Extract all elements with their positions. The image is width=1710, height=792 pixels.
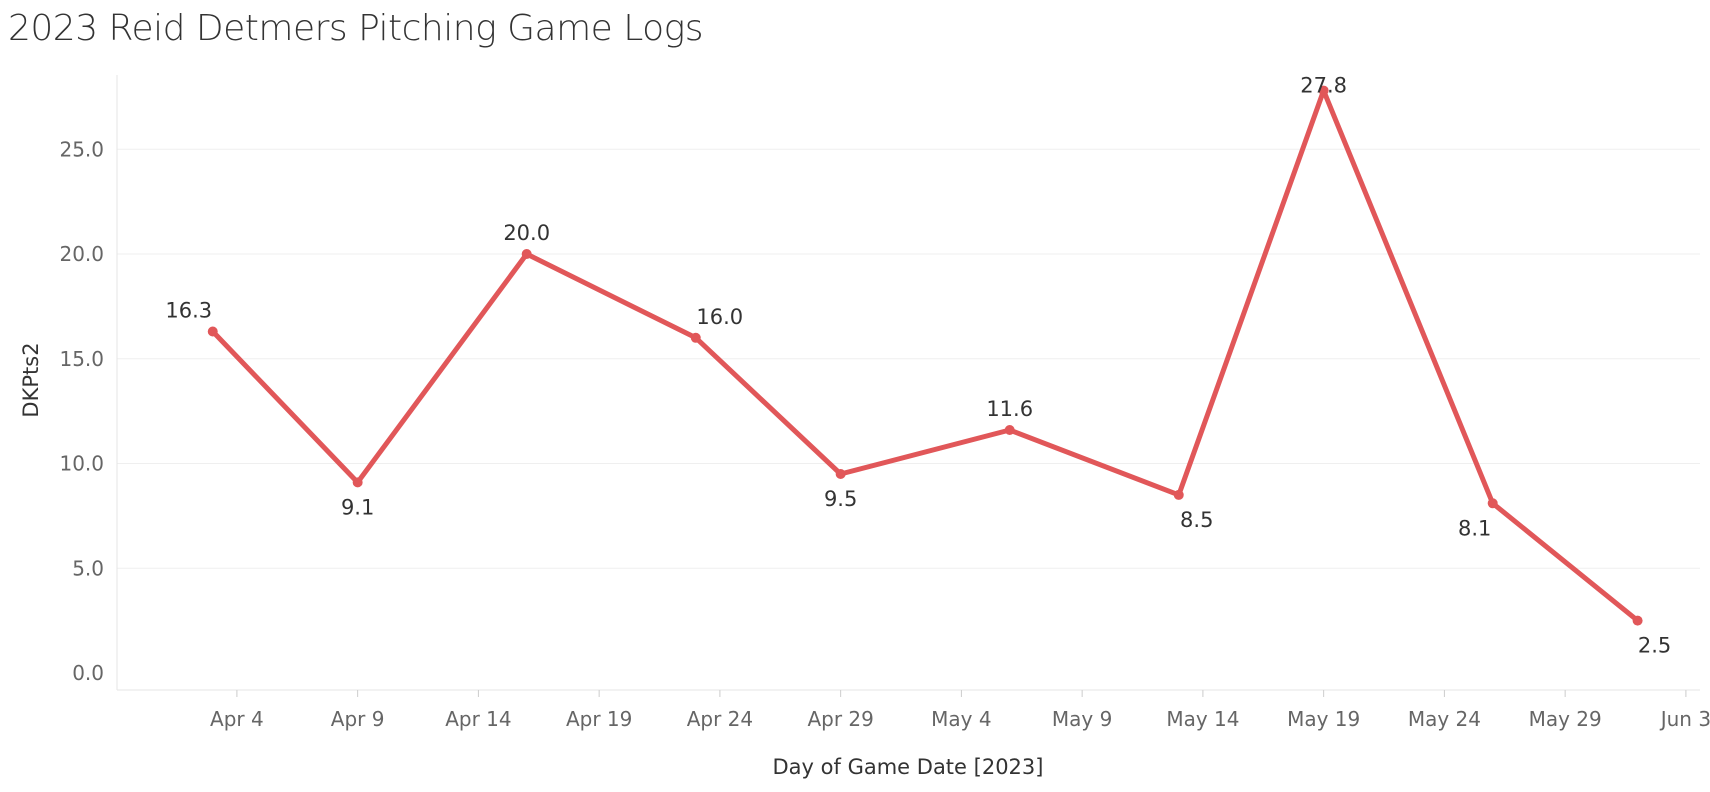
chart-title: 2023 Reid Detmers Pitching Game Logs — [8, 8, 704, 49]
data-label: 16.0 — [696, 305, 743, 329]
data-point[interactable] — [690, 332, 701, 343]
data-label: 2.5 — [1638, 634, 1671, 658]
x-tick-label: Jun 3 — [1659, 707, 1710, 731]
data-point[interactable] — [521, 249, 532, 259]
data-label: 8.5 — [1180, 508, 1213, 532]
data-points — [207, 85, 1643, 626]
x-tick-label: Apr 9 — [331, 707, 385, 731]
data-labels: 16.3 9.1 20.0 16.0 9.5 11.6 8.5 27.8 8.1 2.5 — [165, 74, 1671, 658]
y-tick-label: 5.0 — [72, 556, 104, 580]
data-label: 16.3 — [165, 299, 212, 323]
data-point[interactable] — [207, 326, 218, 337]
x-tick-label: Apr 24 — [687, 707, 753, 731]
y-tick-label: 25.0 — [59, 137, 104, 161]
y-tick-label: 15.0 — [59, 347, 104, 371]
data-label: 8.1 — [1458, 516, 1491, 540]
x-tick-label: May 19 — [1287, 707, 1360, 731]
x-axis-ticks: Apr 4 Apr 9 Apr 14 Apr 19 Apr 24 Apr 29 May 4 M… — [210, 690, 1710, 731]
series-line — [210, 88, 1641, 624]
x-tick-label: Apr 29 — [807, 707, 873, 731]
data-point[interactable] — [1004, 424, 1015, 435]
x-tick-label: Apr 14 — [445, 707, 511, 731]
y-tick-label: 20.0 — [59, 242, 104, 266]
x-tick-label: Apr 19 — [566, 707, 632, 731]
y-axis-title: DKPts2 — [19, 342, 43, 417]
data-point[interactable] — [1487, 498, 1498, 509]
data-label: 20.0 — [503, 221, 550, 245]
x-axis-title: Day of Game Date [2023] — [773, 755, 1044, 779]
data-point[interactable] — [352, 477, 363, 488]
x-tick-label: May 4 — [931, 707, 991, 731]
data-point[interactable] — [1632, 615, 1643, 626]
data-point[interactable] — [1173, 489, 1184, 500]
y-tick-label: 0.0 — [72, 661, 104, 685]
data-label: 9.5 — [824, 487, 857, 511]
x-tick-label: May 29 — [1529, 707, 1602, 731]
data-point[interactable] — [835, 468, 846, 479]
x-tick-label: May 14 — [1166, 707, 1239, 731]
y-tick-label: 10.0 — [59, 452, 104, 476]
x-tick-label: Apr 4 — [210, 707, 264, 731]
x-tick-label: May 9 — [1052, 707, 1112, 731]
data-label: 9.1 — [341, 495, 374, 519]
data-point[interactable] — [1318, 85, 1329, 96]
data-label: 27.8 — [1300, 74, 1347, 98]
data-label: 11.6 — [986, 397, 1033, 421]
y-axis-ticks: 0.0 5.0 10.0 15.0 20.0 25.0 — [59, 137, 104, 685]
x-tick-label: May 24 — [1408, 707, 1481, 731]
